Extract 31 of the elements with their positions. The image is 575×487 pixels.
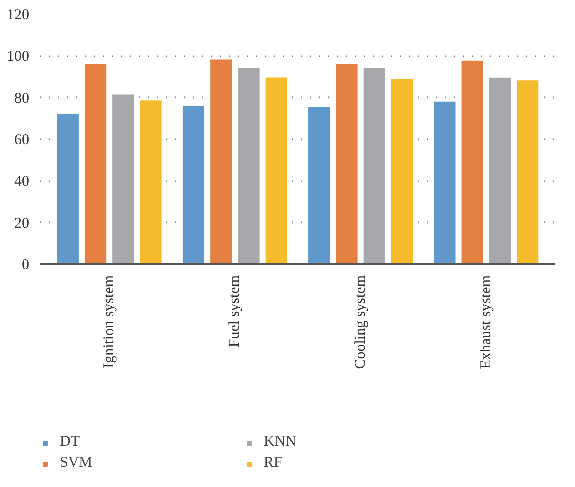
y-tick-label: 100 — [7, 49, 30, 66]
bar — [210, 58, 234, 264]
bar — [264, 76, 288, 264]
bar — [488, 76, 512, 264]
y-tick-label: 60 — [14, 132, 30, 148]
bar — [335, 62, 359, 264]
y-tick-label: 120 — [7, 8, 30, 24]
x-tick-label: Fuel system — [227, 275, 244, 348]
bar — [362, 67, 386, 264]
legend-label: SVM — [60, 455, 94, 472]
bar — [516, 80, 540, 264]
x-tick-label: Cooling system — [352, 275, 369, 370]
y-tick-label: 0 — [22, 258, 30, 274]
legend-label: DT — [60, 434, 81, 451]
bar — [84, 62, 108, 264]
bar — [308, 106, 332, 264]
bar — [112, 94, 136, 264]
y-tick-label: 40 — [14, 174, 30, 190]
bar — [433, 100, 457, 264]
bar — [56, 113, 80, 264]
legend-label: RF — [264, 455, 284, 472]
x-tick-label: Ignition system — [102, 275, 118, 368]
y-tick-label: 20 — [14, 216, 30, 232]
bar — [182, 105, 206, 264]
bar — [390, 78, 414, 264]
legend-label: KNN — [264, 434, 298, 451]
y-tick-label: 80 — [14, 90, 30, 107]
x-tick-label: Exhaust system — [478, 275, 494, 370]
bar — [237, 67, 261, 264]
bar — [139, 100, 163, 264]
bar — [460, 60, 484, 264]
